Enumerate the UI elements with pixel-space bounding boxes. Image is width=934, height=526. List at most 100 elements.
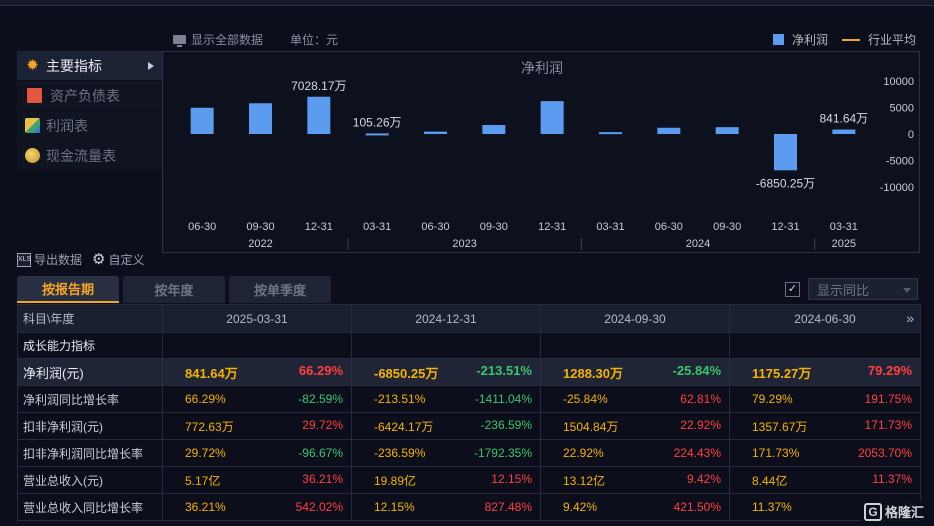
table-row[interactable]: 扣非净利润同比增长率 29.72% -96.67% -236.59% -1792.35%… <box>17 439 921 467</box>
column-header[interactable]: 2025-03-31 <box>162 304 352 333</box>
table-header-row: 科目\年度 2025-03-31 2024-12-31 2024-09-30 2… <box>17 304 921 333</box>
y-tick-label: 10000 <box>883 76 914 88</box>
table-row[interactable]: 营业总收入同比增长率 36.21% 542.02% 12.15% 827.48% 9.42… <box>17 493 921 521</box>
cell-value: 1288.30万 <box>563 365 623 381</box>
tab-by-report-period[interactable]: 按报告期 <box>17 276 119 303</box>
x-tick-label: 09-30 <box>246 221 274 233</box>
sidebar-menu: ✹ 主要指标 资产负债表 利润表 现金流量表 <box>17 51 162 171</box>
brand-name: 格隆汇 <box>884 505 924 520</box>
tab-by-quarter[interactable]: 按单季度 <box>229 276 331 303</box>
data-label: 841.64万 <box>819 112 868 126</box>
empty-cell <box>540 332 730 359</box>
cell-yoy-change: 827.48% <box>484 500 532 514</box>
bar <box>424 131 447 134</box>
value-cell: 22.92% 224.43% <box>540 439 730 467</box>
section-label: 成长能力指标 <box>17 332 163 359</box>
table-row[interactable]: 扣非净利润(元) 772.63万 29.72% -6424.17万 -236.59% 15… <box>17 412 921 440</box>
cell-yoy-change: 224.43% <box>673 446 721 460</box>
y-tick-label: -10000 <box>880 182 914 194</box>
empty-cell <box>729 332 921 359</box>
export-data-button[interactable]: XLS 导出数据 <box>17 251 82 268</box>
column-header[interactable]: 2024-06-30 » <box>729 304 921 333</box>
cell-yoy-change: -25.84% <box>672 362 721 378</box>
column-header[interactable]: 2024-09-30 <box>540 304 730 333</box>
sidebar-item-label: 主要指标 <box>46 57 102 74</box>
x-tick-label: 09-30 <box>713 221 741 233</box>
cell-value: 171.73% <box>752 446 800 460</box>
sidebar-item-income-statement[interactable]: 利润表 <box>17 111 162 141</box>
cell-yoy-change: -82.59% <box>298 392 343 406</box>
value-cell: 1504.84万 22.92% <box>540 412 730 440</box>
cell-yoy-change: -1411.04% <box>474 392 532 406</box>
cell-yoy-change: -96.67% <box>298 446 343 460</box>
row-label: 扣非净利润同比增长率 <box>17 439 163 467</box>
chart-legend: 净利润 行业平均 <box>772 31 916 48</box>
value-cell: 29.72% -96.67% <box>162 439 352 467</box>
sidebar-item-key-indicators[interactable]: ✹ 主要指标 <box>17 51 162 81</box>
cell-yoy-change: 79.29% <box>867 362 912 378</box>
cell-value: 13.12亿 <box>563 473 606 488</box>
header-first: 科目\年度 <box>17 304 163 333</box>
cell-yoy-change: 9.42% <box>686 471 721 486</box>
value-cell: 772.63万 29.72% <box>162 412 352 440</box>
value-cell: 841.64万 66.29% <box>162 358 352 386</box>
gear-icon: ⚙ <box>92 250 106 268</box>
next-columns-icon[interactable]: » <box>906 310 914 326</box>
bar <box>249 103 272 134</box>
value-cell: 1288.30万 -25.84% <box>540 358 730 386</box>
tab-by-year[interactable]: 按年度 <box>123 276 225 303</box>
customize-button[interactable]: ⚙ 自定义 <box>92 251 144 268</box>
yoy-checkbox[interactable]: ✓ <box>785 281 800 297</box>
row-label: 营业总收入同比增长率 <box>17 493 163 521</box>
cell-yoy-change: 66.29% <box>298 362 343 378</box>
table-row[interactable]: 净利润同比增长率 66.29% -82.59% -213.51% -1411.04% -2… <box>17 385 921 413</box>
empty-cell <box>162 332 352 359</box>
bar <box>715 127 739 134</box>
cell-value: -213.51% <box>374 392 426 406</box>
legend-industry-avg-swatch <box>841 38 860 41</box>
bar <box>365 133 389 136</box>
value-cell: 8.44亿 11.37% <box>729 466 921 494</box>
cell-yoy-change: -236.59% <box>480 417 532 432</box>
bar <box>599 132 622 135</box>
coins-icon <box>25 148 40 163</box>
row-label: 营业总收入(元) <box>17 466 163 494</box>
column-header-label: 2024-06-30 <box>794 311 856 326</box>
x-tick-label: 12-31 <box>305 221 333 233</box>
chart-canvas: 10000 5000 0 -5000 -10000 06-30 09-30 12-31 03-3… <box>188 76 914 250</box>
cell-yoy-change: -1792.35% <box>473 446 532 460</box>
cell-yoy-change: 191.75% <box>864 392 912 406</box>
x-tick-label: 03-31 <box>596 221 624 233</box>
period-tabs: 按报告期 按年度 按单季度 <box>17 276 331 303</box>
indicator-table: 科目\年度 2025-03-31 2024-12-31 2024-09-30 2… <box>17 304 921 521</box>
bar <box>540 101 564 134</box>
cell-value: 12.15% <box>374 500 415 514</box>
show-all-data-toggle[interactable]: 显示全部数据 <box>173 31 263 47</box>
yoy-select[interactable]: 显示同比 <box>808 278 918 300</box>
cell-value: 8.44亿 <box>752 473 788 488</box>
x-tick-label: 06-30 <box>421 221 449 233</box>
sidebar-item-cash-flow[interactable]: 现金流量表 <box>17 141 162 171</box>
bar <box>774 134 797 171</box>
table-row[interactable]: 营业总收入(元) 5.17亿 36.21% 19.89亿 12.15% 13.12亿 9.4… <box>17 466 921 494</box>
cell-value: 1357.67万 <box>752 419 808 434</box>
yoy-controls: ✓ 显示同比 <box>785 278 918 300</box>
legend-industry-avg-label: 行业平均 <box>867 33 916 47</box>
cell-yoy-change: 11.37% <box>872 471 912 486</box>
x-tick-label: 06-30 <box>655 221 683 233</box>
table-row[interactable]: 净利润(元) 841.64万 66.29% -6850.25万 -213.51% 1288… <box>17 358 921 386</box>
cell-yoy-change: 421.50% <box>673 500 721 514</box>
cell-value: -6850.25万 <box>374 365 439 381</box>
column-header[interactable]: 2024-12-31 <box>351 304 541 333</box>
row-label: 净利润同比增长率 <box>17 385 163 413</box>
year-label: 2023 <box>452 238 476 250</box>
value-cell: -6424.17万 -236.59% <box>351 412 541 440</box>
cell-yoy-change: 36.21% <box>302 471 343 486</box>
sidebar-item-label: 资产负债表 <box>50 87 120 104</box>
sidebar-item-balance-sheet[interactable]: 资产负债表 <box>17 81 162 111</box>
cell-value: -236.59% <box>374 446 426 460</box>
value-cell: 9.42% 421.50% <box>540 493 730 521</box>
brand-watermark: G 格隆汇 <box>859 500 928 523</box>
x-tick-label: 12-31 <box>538 221 566 233</box>
y-tick-label: -5000 <box>886 156 914 168</box>
